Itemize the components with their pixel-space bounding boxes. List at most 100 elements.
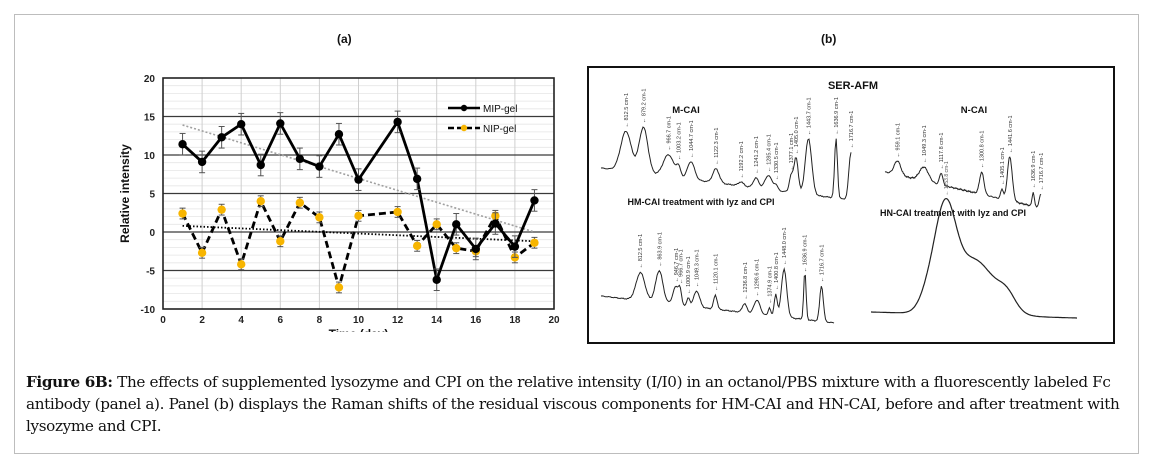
peak-label: ← 1441.6 cm-1 <box>1008 115 1014 153</box>
peak-label: ← 1716.7 cm-1 <box>849 111 855 149</box>
legend-label: MIP-gel <box>483 104 517 115</box>
x-tick-label: 10 <box>353 315 365 326</box>
raman-title: SER-AFM <box>828 80 878 92</box>
data-point-mip-gel <box>315 162 324 171</box>
spectrum-m-cai <box>600 126 852 200</box>
data-point-nip-gel <box>237 260 246 269</box>
legend-marker <box>460 124 468 132</box>
y-axis-label: Relative intensity <box>118 144 132 243</box>
peak-label: ← 1044.7 cm-1 <box>689 120 695 158</box>
data-point-nip-gel <box>197 248 207 257</box>
raman-panel: SER-AFM M-CAI ← 812.5 cm-1 ← 879.2 cm-1 ← 96… <box>587 66 1115 344</box>
x-tick-label: 0 <box>160 315 166 326</box>
x-tick-label: 2 <box>199 315 205 326</box>
peak-label: ← 1253.8 cm-1 <box>944 161 950 195</box>
spectrum-hn-cai-treated <box>871 197 1077 319</box>
peak-label: ← 959.1 cm-1 <box>895 123 901 158</box>
spectrum-label: N-CAI <box>961 105 987 116</box>
peak-label: ← 1448.0 cm-1 <box>782 227 788 265</box>
peak-label: ← 1443.7 cm-1 <box>807 97 813 135</box>
x-tick-label: 20 <box>548 315 560 326</box>
peak-label: ← 1003.2 cm-1 <box>677 122 683 160</box>
data-point-nip-gel <box>412 241 422 251</box>
peak-label: ← 879.2 cm-1 <box>642 89 648 124</box>
data-point-nip-gel <box>178 209 187 218</box>
peak-label: ← 863.9 cm-1 <box>657 232 663 267</box>
spectrum-label: M-CAI <box>672 105 699 116</box>
peak-label: ← 1117.8 cm-1 <box>939 133 945 170</box>
peak-label: ← 966.7 cm-1 <box>667 116 673 151</box>
data-point-mip-gel <box>510 242 520 251</box>
relative-intensity-chart: -10 -5 0 5 10 15 20 0 2 4 6 8 10 12 14 16 18 20 Time (day)… <box>118 74 560 332</box>
data-point-nip-gel <box>295 198 305 207</box>
x-tick-label: 6 <box>278 315 284 326</box>
y-tick-label: 0 <box>149 228 155 239</box>
data-point-mip-gel <box>452 220 461 229</box>
peak-label: ← 946.7 cm-1 <box>674 248 680 283</box>
peak-label: ← 1405.1 cm-1 <box>1000 147 1006 185</box>
peak-label: ← 1405.0 cm-1 <box>794 117 800 155</box>
data-point-mip-gel <box>412 174 422 184</box>
data-point-mip-gel <box>256 160 265 170</box>
data-point-nip-gel <box>393 207 402 217</box>
peak-label: ← 1000.9 cm-1 <box>686 256 692 294</box>
figure-frame <box>14 14 1139 454</box>
spectrum-label: HM-CAI treatment with lyz and CPI <box>627 197 774 207</box>
y-tick-label: -10 <box>141 305 156 316</box>
y-tick-label: 10 <box>144 151 156 162</box>
x-tick-label: 12 <box>392 315 404 326</box>
data-point-mip-gel <box>276 119 285 128</box>
data-point-nip-gel <box>432 220 441 229</box>
spectrum-hm-cai-treated <box>600 267 835 324</box>
caption-text: The effects of supplemented lysozyme and… <box>26 373 1120 435</box>
data-point-mip-gel <box>237 120 246 129</box>
spectrum-n-cai <box>884 156 1042 208</box>
peak-label: ← 1241.2 cm-1 <box>754 136 760 174</box>
caption-label: Figure 6B: <box>26 373 113 391</box>
data-point-nip-gel <box>256 197 265 206</box>
peak-label: ← 1049.3 cm-1 <box>922 125 928 163</box>
peak-label: ← 1330.5 cm-1 <box>774 142 780 180</box>
data-point-mip-gel <box>393 117 402 127</box>
x-tick-label: 4 <box>238 315 244 326</box>
peak-label: ← 1636.9 cm-1 <box>834 97 840 135</box>
peak-label: ← 1716.7 cm-1 <box>1039 153 1045 191</box>
raman-spectra: SER-AFM M-CAI ← 812.5 cm-1 ← 879.2 cm-1 ← 96… <box>600 80 1077 324</box>
data-point-nip-gel <box>276 237 285 246</box>
data-point-mip-gel <box>178 140 187 149</box>
data-point-nip-gel <box>354 211 363 221</box>
peak-label: ← 1049.3 cm-1 <box>694 249 700 287</box>
x-axis-label: Time (day) <box>329 327 389 332</box>
data-point-mip-gel <box>217 133 226 142</box>
peak-label: ← 1192.2 cm-1 <box>739 141 745 178</box>
data-point-mip-gel <box>334 130 344 139</box>
peak-label: ← 1300.8 cm-1 <box>980 131 986 169</box>
peak-label: ← 1374.9 cm-1 <box>767 266 773 304</box>
data-point-mip-gel <box>197 157 207 167</box>
trendline-mip-gel <box>182 124 535 233</box>
peak-label: ← 1377.1 cm-1 <box>789 133 795 171</box>
data-point-mip-gel <box>295 154 305 164</box>
x-tick-label: 16 <box>470 315 482 326</box>
peak-label: ← 1122.3 cm-1 <box>714 128 720 165</box>
data-point-mip-gel <box>471 244 480 254</box>
x-tick-label: 8 <box>317 315 323 326</box>
panel-b-label: (b) <box>821 32 837 46</box>
peak-label: ← 1716.7 cm-1 <box>819 245 825 283</box>
peak-label: ← 1636.9 cm-1 <box>802 235 808 273</box>
data-point-nip-gel <box>315 213 324 222</box>
x-tick-label: 18 <box>509 315 521 326</box>
plot-border <box>162 77 555 310</box>
peak-label: ← 812.5 cm-1 <box>638 234 644 269</box>
data-point-nip-gel <box>530 238 539 247</box>
peak-label: ← 812.5 cm-1 <box>624 93 630 128</box>
peak-label: ← 1400.8 cm-1 <box>774 252 780 290</box>
x-tick-label: 14 <box>431 315 443 326</box>
legend-marker <box>460 104 468 112</box>
y-tick-label: -5 <box>146 267 155 278</box>
trendline-nip-gel <box>182 224 535 243</box>
y-tick-label: 15 <box>144 113 156 124</box>
data-point-mip-gel <box>491 219 500 228</box>
panel-a-label: (a) <box>337 32 352 46</box>
data-point-mip-gel <box>354 175 363 184</box>
